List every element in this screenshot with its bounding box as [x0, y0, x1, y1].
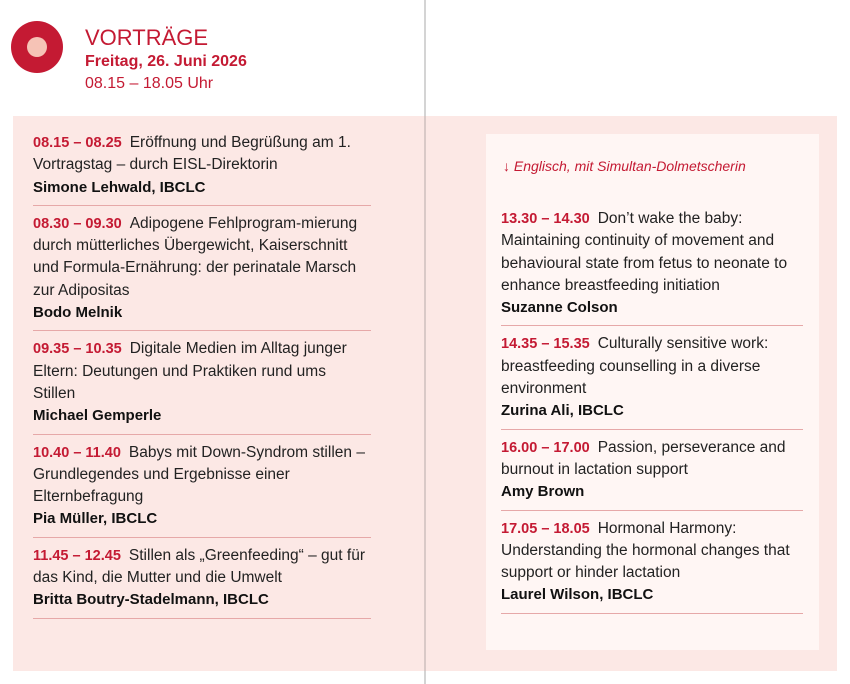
talk-speaker: Bodo Melnik — [33, 304, 123, 322]
talk-entry: 08.30 – 09.30 Adipogene Fehlprogram-mieru… — [33, 206, 371, 332]
talk-time: 09.35 – 10.35 — [33, 341, 122, 358]
talk-title: Eröffnung und Begrüßung am 1. Vortragsta… — [33, 134, 351, 174]
talk-time: 08.15 – 08.25 — [33, 135, 122, 151]
talk-title: Stillen als „Greenfeeding“ – gut für das… — [33, 546, 365, 587]
talk-title: Babys mit Down-Syndrom stillen – Grundle… — [33, 443, 365, 506]
talk-entry: 11.45 – 12.45 Stillen als „Greenfeeding“ … — [33, 538, 371, 619]
page-title: VORTRÄGE — [85, 25, 209, 50]
talk-entry: 13.30 – 14.30 Don’t wake the baby: Mainta… — [501, 201, 803, 327]
talk-time: 11.45 – 12.45 — [33, 547, 121, 564]
language-note: ↓ Englisch, mit Simultan-Dolmetscherin — [503, 158, 746, 174]
talk-entry: 08.15 – 08.25 Eröffnung und Begrüßung am … — [33, 125, 371, 206]
talk-speaker: Zurina Ali, IBCLC — [501, 402, 624, 420]
talk-entry: 14.35 – 15.35 Culturally sensitive work: … — [501, 326, 803, 430]
talk-title: Don’t wake the baby: Maintaining continu… — [501, 210, 788, 294]
talk-speaker: Suzanne Colson — [501, 299, 618, 317]
talk-entry: 16.00 – 17.00 Passion, perseverance and b… — [501, 430, 803, 511]
talk-time: 17.05 – 18.05 — [501, 520, 590, 537]
talk-title: Digitale Medien im Alltag junger Eltern:… — [33, 340, 347, 402]
talk-title: Adipogene Fehlprogram-mierung durch mütt… — [33, 214, 358, 299]
talk-time: 13.30 – 14.30 — [501, 211, 590, 227]
talk-time: 16.00 – 17.00 — [501, 439, 590, 456]
talk-speaker: Michael Gemperle — [33, 407, 162, 425]
talk-title: Hormonal Harmony: Understanding the horm… — [501, 519, 790, 582]
english-sessions-box — [486, 134, 819, 650]
talk-speaker: Britta Boutry-Stadelmann, IBCLC — [33, 591, 269, 609]
talk-title: Culturally sensitive work: breastfeeding… — [501, 335, 769, 398]
talk-title: Passion, perseverance and burnout in lac… — [501, 438, 786, 478]
right-schedule: 13.30 – 14.30 Don’t wake the baby: Mainta… — [501, 201, 803, 614]
talk-time: 14.35 – 15.35 — [501, 336, 590, 353]
talk-speaker: Pia Müller, IBCLC — [33, 510, 158, 528]
left-schedule: 08.15 – 08.25 Eröffnung und Begrüßung am … — [33, 125, 371, 619]
talk-entry: 09.35 – 10.35 Digitale Medien im Alltag j… — [33, 331, 371, 435]
circle-logo-icon — [11, 21, 63, 73]
talk-speaker: Amy Brown — [501, 483, 585, 501]
talk-time: 08.30 – 09.30 — [33, 215, 122, 232]
talk-speaker: Simone Lehwald, IBCLC — [33, 178, 206, 196]
event-time-range: 08.15 – 18.05 Uhr — [85, 75, 214, 92]
talk-entry: 10.40 – 11.40 Babys mit Down-Syndrom stil… — [33, 435, 371, 538]
event-date: Freitag, 26. Juni 2026 — [85, 53, 247, 70]
talk-time: 10.40 – 11.40 — [33, 444, 121, 461]
panel-divider — [424, 116, 426, 671]
talk-speaker: Laurel Wilson, IBCLC — [501, 586, 654, 604]
talk-entry: 17.05 – 18.05 Hormonal Harmony: Understan… — [501, 511, 803, 614]
